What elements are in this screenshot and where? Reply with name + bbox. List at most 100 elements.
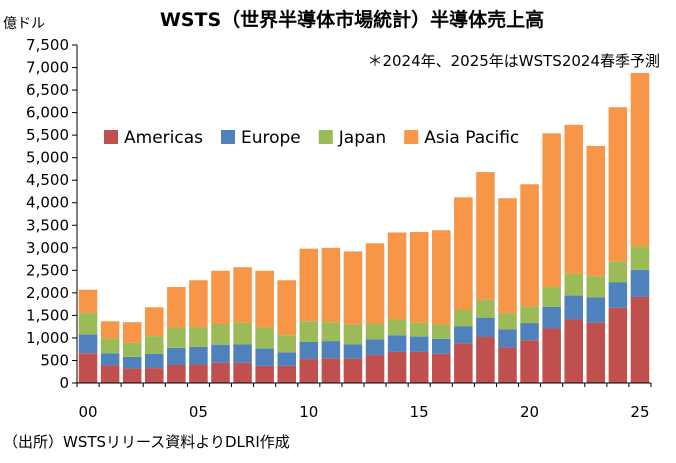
bar-asia-pacific-2016 bbox=[432, 230, 451, 325]
bar-japan-2014 bbox=[387, 319, 407, 336]
bar-asia-pacific-2005 bbox=[189, 280, 208, 328]
bar-europe-2016 bbox=[432, 338, 451, 354]
forecast-note: ＊2024年、2025年はWSTS2024春季予測 bbox=[367, 52, 660, 70]
bar-japan-2017 bbox=[454, 309, 473, 327]
bar-americas-2000 bbox=[78, 353, 98, 383]
bar-japan-2013 bbox=[365, 323, 385, 340]
bar-americas-2001 bbox=[100, 365, 120, 383]
bar-japan-2006 bbox=[211, 323, 230, 345]
bar-asia-pacific-2001 bbox=[100, 321, 120, 339]
y-tick-label: 2,000 bbox=[26, 284, 69, 302]
bar-americas-2012 bbox=[343, 358, 363, 383]
bar-japan-2010 bbox=[299, 321, 319, 342]
bar-americas-2006 bbox=[211, 362, 230, 383]
bar-japan-2021 bbox=[542, 287, 561, 307]
bar-japan-2012 bbox=[343, 324, 363, 345]
bar-japan-2008 bbox=[255, 327, 274, 349]
legend-swatch-asia-pacific bbox=[404, 130, 419, 144]
bar-americas-2005 bbox=[189, 364, 208, 383]
bar-japan-2004 bbox=[167, 327, 186, 348]
bar-americas-2010 bbox=[299, 359, 319, 383]
bar-asia-pacific-2024 bbox=[608, 107, 628, 262]
bar-americas-2008 bbox=[255, 365, 274, 383]
y-tick-label: 7,000 bbox=[26, 59, 69, 77]
bar-europe-2023 bbox=[586, 297, 606, 323]
bar-asia-pacific-2003 bbox=[145, 307, 164, 337]
bar-americas-2004 bbox=[167, 364, 186, 383]
bar-americas-2019 bbox=[498, 347, 517, 383]
bar-europe-2013 bbox=[365, 339, 385, 356]
bar-americas-2011 bbox=[321, 358, 341, 383]
bar-japan-2002 bbox=[122, 342, 142, 357]
bar-asia-pacific-2017 bbox=[454, 197, 473, 310]
chart-title: WSTS（世界半導体市場統計）半導体売上高 bbox=[160, 8, 544, 31]
bar-asia-pacific-2010 bbox=[299, 248, 319, 322]
y-tick-label: 6,000 bbox=[26, 104, 69, 122]
bar-europe-2007 bbox=[233, 344, 252, 363]
bar-americas-2007 bbox=[233, 362, 252, 383]
bar-asia-pacific-2007 bbox=[233, 267, 252, 323]
bar-asia-pacific-2021 bbox=[542, 133, 561, 288]
bar-japan-2020 bbox=[520, 306, 539, 324]
x-tick-label: 10 bbox=[299, 403, 318, 421]
bar-europe-2002 bbox=[122, 356, 142, 369]
bar-americas-2013 bbox=[365, 355, 385, 383]
bar-japan-2001 bbox=[100, 338, 120, 354]
bar-europe-2006 bbox=[211, 344, 230, 363]
bar-americas-2021 bbox=[542, 328, 561, 383]
bar-asia-pacific-2025 bbox=[630, 72, 650, 247]
legend: Americas Europe Japan Asia Pacific bbox=[104, 128, 519, 148]
x-axis: 00 05 10 15 20 25 bbox=[76, 383, 652, 421]
y-tick-label: 3,500 bbox=[26, 216, 69, 234]
bar-asia-pacific-2011 bbox=[321, 247, 341, 323]
legend-label-europe: Europe bbox=[241, 128, 301, 148]
bar-japan-2019 bbox=[498, 313, 517, 330]
bar-europe-2004 bbox=[167, 347, 186, 365]
x-tick-label: 05 bbox=[189, 403, 208, 421]
bar-americas-2022 bbox=[564, 319, 583, 383]
bar-asia-pacific-2012 bbox=[343, 251, 363, 325]
bar-americas-2020 bbox=[520, 340, 539, 383]
y-tick-label: 500 bbox=[40, 351, 69, 369]
legend-swatch-americas bbox=[104, 130, 118, 144]
bar-europe-2019 bbox=[498, 329, 517, 348]
y-tick-label: 4,000 bbox=[26, 194, 69, 212]
bar-americas-2023 bbox=[586, 322, 606, 383]
bar-asia-pacific-2000 bbox=[78, 289, 98, 314]
y-tick-label: 5,000 bbox=[26, 149, 69, 167]
bar-group bbox=[78, 72, 650, 383]
bar-asia-pacific-2009 bbox=[277, 280, 296, 336]
bar-japan-2015 bbox=[409, 322, 429, 337]
bar-asia-pacific-2006 bbox=[211, 270, 230, 324]
bar-europe-2001 bbox=[100, 353, 120, 366]
bar-europe-2017 bbox=[454, 326, 473, 344]
bar-japan-2022 bbox=[564, 273, 583, 296]
bar-europe-2024 bbox=[608, 282, 628, 308]
legend-swatch-japan bbox=[318, 130, 333, 144]
y-tick-label: 7,500 bbox=[26, 36, 69, 54]
bar-europe-2009 bbox=[277, 352, 296, 366]
bar-japan-2025 bbox=[630, 246, 650, 270]
bar-asia-pacific-2013 bbox=[365, 243, 385, 324]
bar-japan-2005 bbox=[189, 327, 208, 347]
bar-asia-pacific-2008 bbox=[255, 270, 274, 328]
y-axis: 0 500 1,000 1,500 2,000 2,500 3,000 3,500 4,000 4… bbox=[26, 36, 78, 392]
bar-americas-2014 bbox=[387, 351, 407, 383]
y-tick-label: 3,000 bbox=[26, 239, 69, 257]
source-note: （出所）WSTSリリース資料よりDLRI作成 bbox=[3, 433, 290, 451]
y-tick-label: 1,500 bbox=[26, 306, 69, 324]
bar-japan-2009 bbox=[277, 335, 296, 353]
x-tick-label: 20 bbox=[520, 403, 539, 421]
bar-japan-2016 bbox=[432, 324, 451, 339]
bar-japan-2003 bbox=[145, 336, 164, 354]
bar-japan-2000 bbox=[78, 313, 98, 335]
y-tick-label: 1,000 bbox=[26, 329, 69, 347]
bar-europe-2005 bbox=[189, 346, 208, 365]
bar-europe-2020 bbox=[520, 323, 539, 341]
legend-swatch-europe bbox=[220, 130, 235, 144]
legend-label-americas: Americas bbox=[124, 128, 203, 148]
bar-americas-2016 bbox=[432, 353, 451, 383]
y-tick-label: 6,500 bbox=[26, 81, 69, 99]
bar-asia-pacific-2019 bbox=[498, 198, 517, 314]
